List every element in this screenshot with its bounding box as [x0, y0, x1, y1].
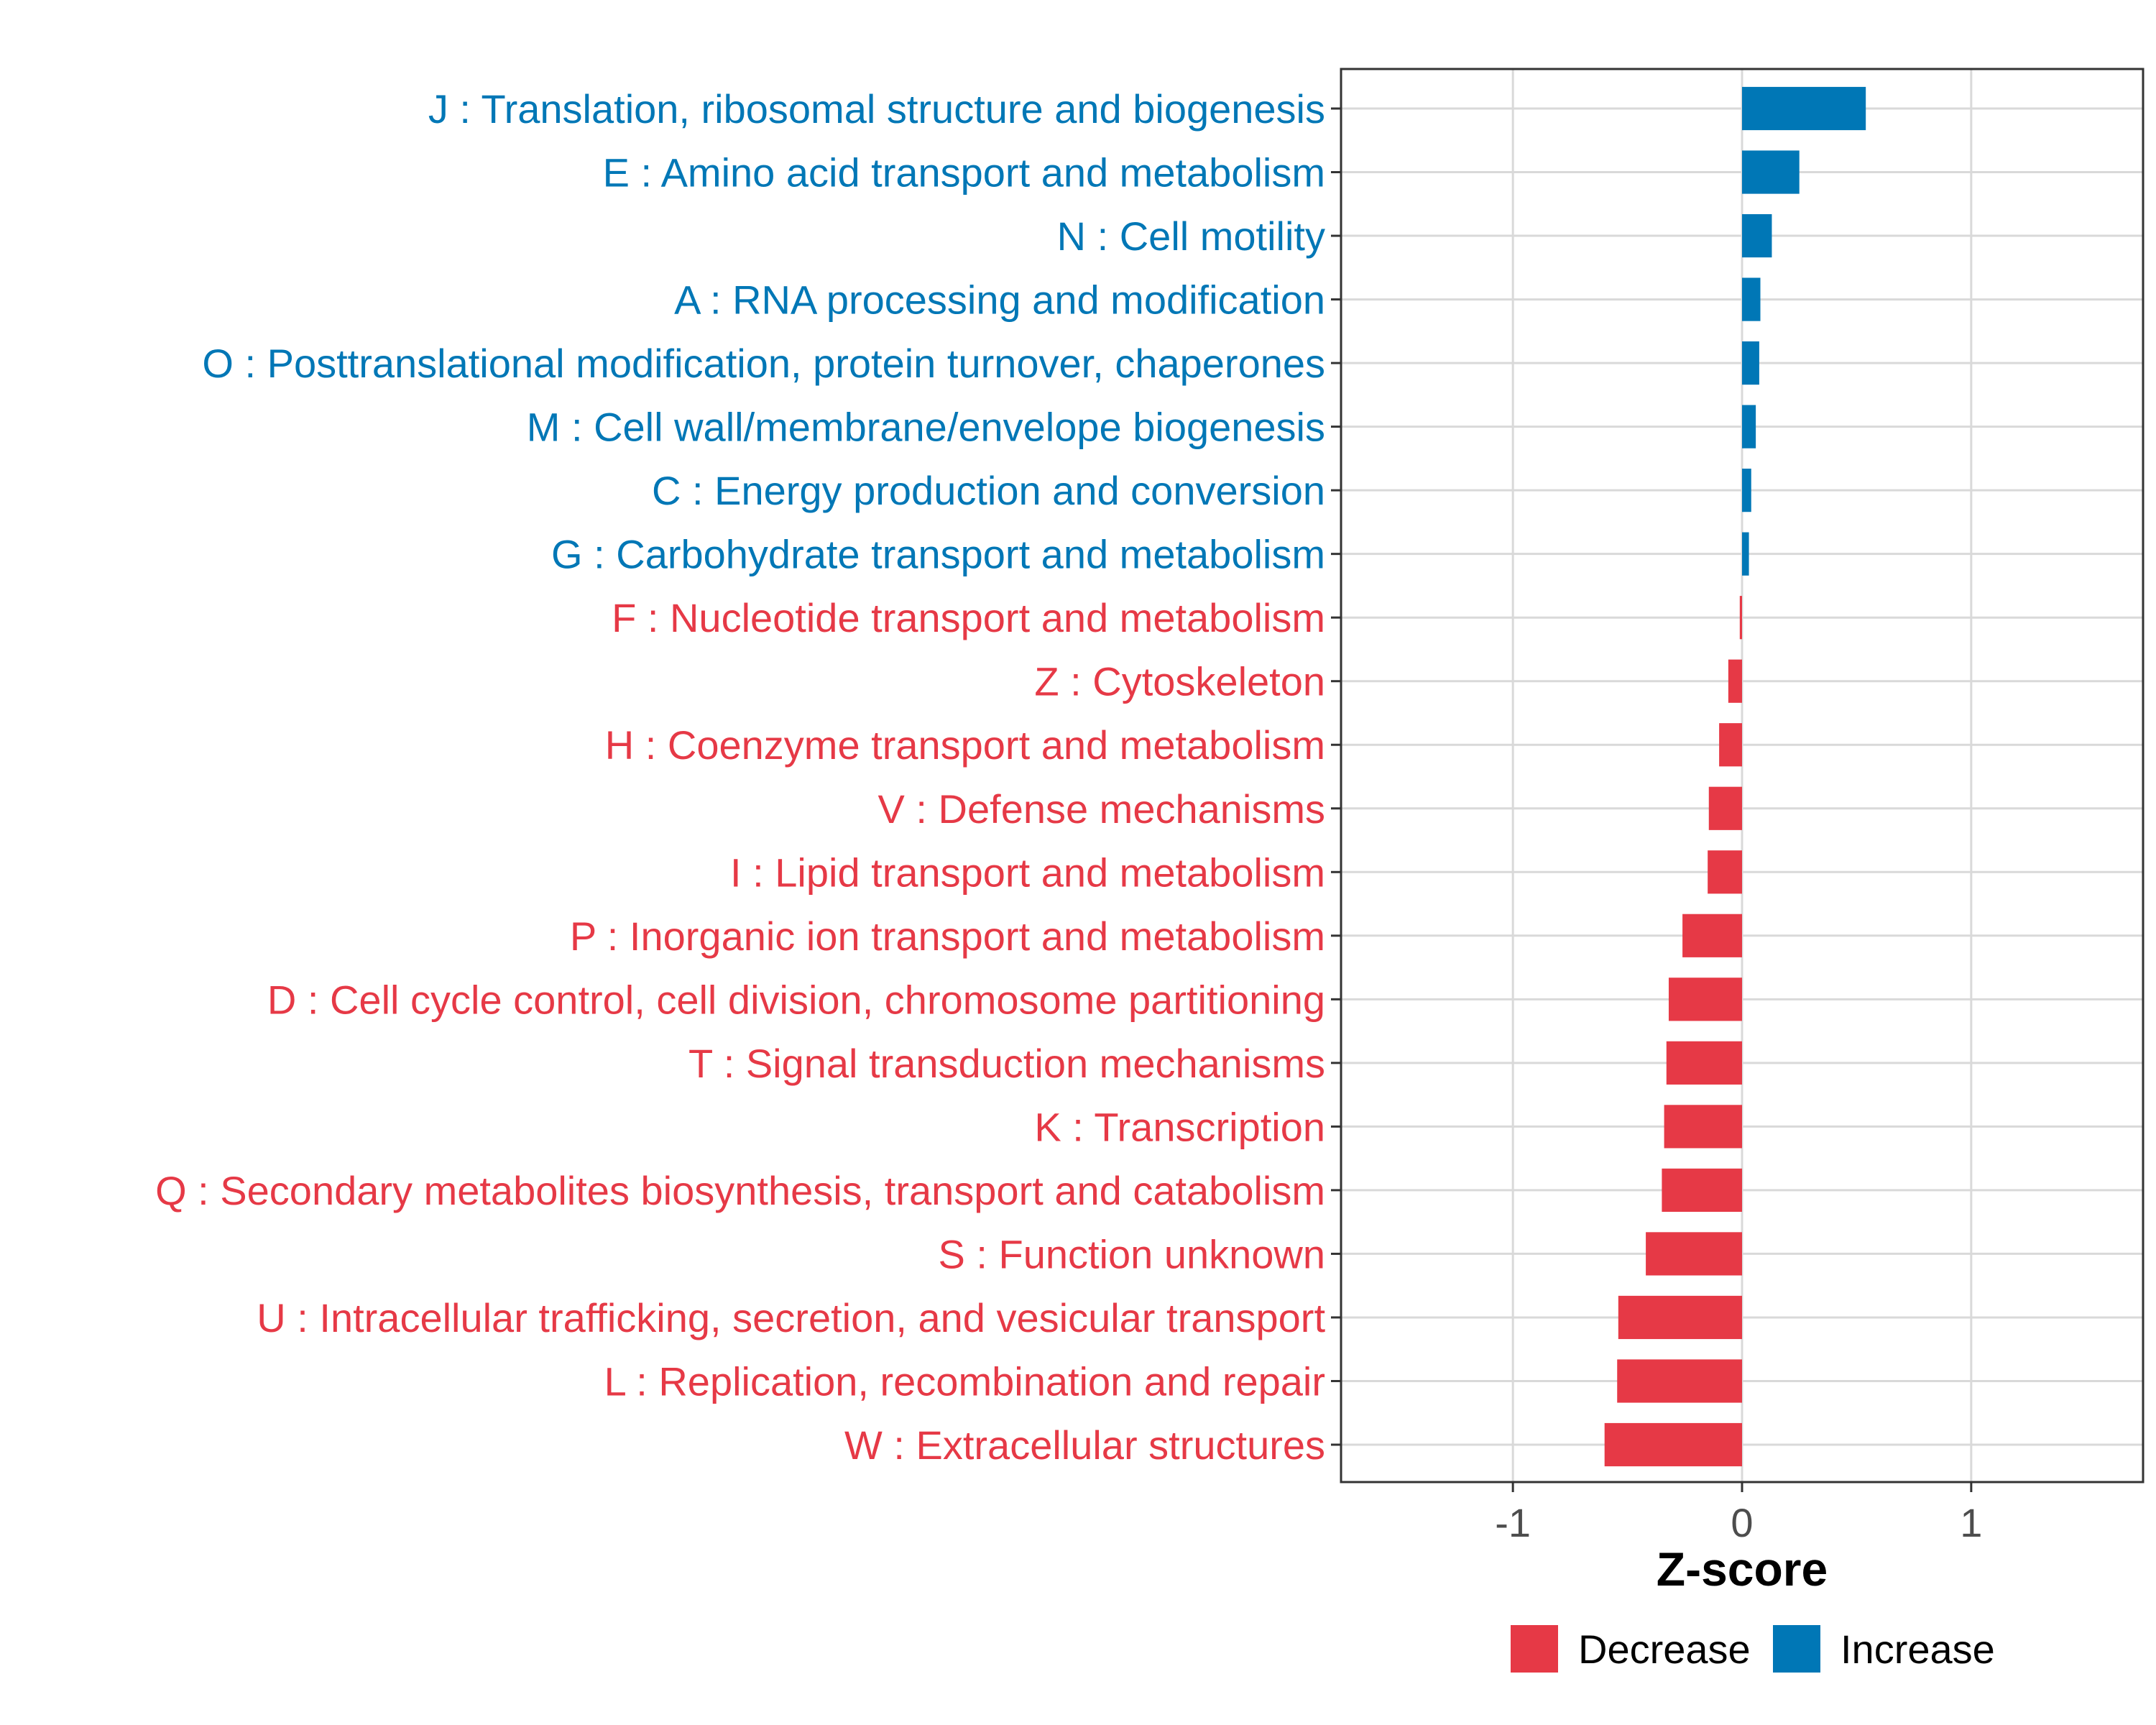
legend: Decrease Increase: [1511, 1625, 1995, 1673]
legend-label-increase: Increase: [1841, 1627, 1995, 1672]
category-label: L : Replication, recombination and repai…: [604, 1358, 1325, 1404]
category-label: P : Inorganic ion transport and metaboli…: [570, 914, 1325, 959]
bar: [1739, 596, 1742, 640]
bar: [1604, 1422, 1742, 1467]
x-tick-label: -1: [1495, 1500, 1531, 1545]
category-label: A : RNA processing and modification: [674, 277, 1325, 323]
category-label: C : Energy production and conversion: [652, 468, 1325, 513]
category-label: W : Extracellular structures: [844, 1422, 1325, 1468]
category-label: T : Signal transduction mechanisms: [688, 1041, 1325, 1086]
bar: [1668, 978, 1742, 1021]
x-tick-label: 0: [1731, 1500, 1753, 1545]
bar: [1742, 277, 1761, 321]
x-tick-label: 1: [1960, 1500, 1982, 1545]
bar: [1666, 1041, 1742, 1085]
category-label: O : Posttranslational modification, prot…: [202, 341, 1325, 386]
x-axis-title: Z-score: [1657, 1542, 1828, 1596]
bar: [1618, 1295, 1742, 1340]
bar: [1742, 86, 1866, 131]
bars: [1604, 86, 1866, 1467]
category-label: D : Cell cycle control, cell division, c…: [267, 977, 1325, 1022]
bar: [1728, 659, 1742, 703]
category-label: H : Coenzyme transport and metabolism: [605, 722, 1325, 768]
category-label: F : Nucleotide transport and metabolism: [612, 595, 1325, 640]
bar: [1742, 532, 1749, 576]
category-label: U : Intracellular trafficking, secretion…: [257, 1295, 1325, 1340]
bar: [1742, 150, 1800, 194]
category-labels: J : Translation, ribosomal structure and…: [155, 86, 1325, 1468]
bar: [1708, 786, 1742, 830]
bar: [1646, 1232, 1742, 1276]
category-label: S : Function unknown: [938, 1231, 1325, 1276]
bar: [1664, 1105, 1742, 1149]
category-label: V : Defense mechanisms: [878, 786, 1325, 832]
category-label: I : Lipid transport and metabolism: [730, 850, 1325, 895]
category-label: J : Translation, ribosomal structure and…: [428, 86, 1325, 132]
category-label: Q : Secondary metabolites biosynthesis, …: [155, 1168, 1325, 1213]
y-axis-ticks: [1331, 107, 1341, 1446]
bar: [1742, 213, 1772, 258]
x-axis: -1 0 1: [1495, 1482, 1982, 1545]
legend-swatch-decrease: [1511, 1625, 1558, 1673]
bar: [1742, 469, 1751, 512]
category-label: E : Amino acid transport and metabolism: [603, 150, 1325, 196]
bar: [1708, 850, 1742, 894]
bar: [1719, 723, 1742, 767]
bar: [1682, 914, 1742, 957]
bar: [1742, 341, 1759, 385]
category-label: K : Transcription: [1034, 1104, 1325, 1149]
category-label: N : Cell motility: [1057, 213, 1325, 259]
category-label: Z : Cytoskeleton: [1034, 659, 1325, 704]
legend-swatch-increase: [1773, 1625, 1820, 1673]
bar: [1617, 1359, 1742, 1403]
bar: [1662, 1168, 1742, 1213]
category-label: G : Carbohydrate transport and metabolis…: [551, 532, 1325, 577]
category-label: M : Cell wall/membrane/envelope biogenes…: [527, 405, 1325, 450]
legend-label-decrease: Decrease: [1578, 1627, 1751, 1672]
bar: [1742, 405, 1756, 448]
